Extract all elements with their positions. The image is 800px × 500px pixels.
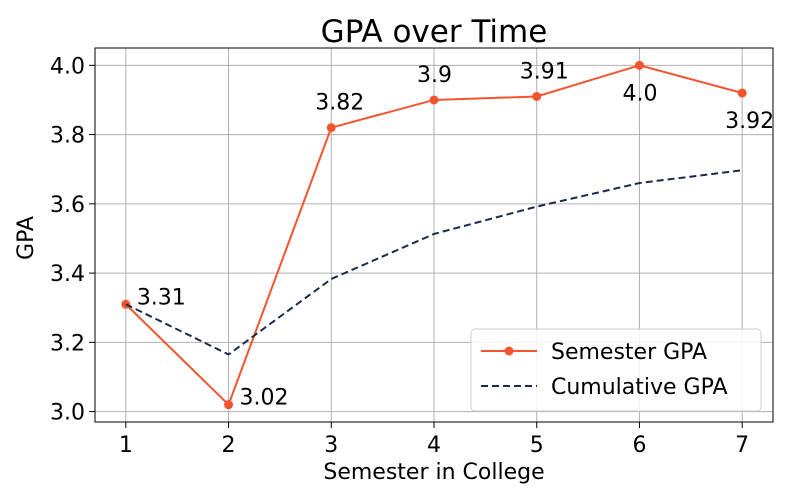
data-label: 4.0 [622, 81, 657, 106]
data-labels: 3.31 3.02 3.82 3.9 3.91 4.0 3.92 [137, 59, 774, 410]
legend-label: Semester GPA [551, 340, 707, 365]
semester-gpa-point [737, 88, 747, 98]
cumulative-gpa-line [125, 169, 743, 356]
data-label: 3.82 [315, 91, 364, 116]
y-tick-label: 3.4 [50, 262, 85, 287]
x-tick-label: 6 [632, 433, 646, 458]
legend-label: Cumulative GPA [551, 375, 728, 400]
data-label: 3.31 [137, 285, 186, 310]
plot-frame [94, 47, 774, 423]
x-tick-label: 3 [324, 433, 338, 458]
semester-gpa-point [429, 95, 439, 105]
semester-gpa-point [634, 60, 644, 70]
semester-gpa-point [326, 123, 336, 133]
axes: 1 2 3 4 5 6 7 3.0 3.2 3.4 3.6 3.8 4.0 [50, 47, 774, 458]
x-tick-label: 5 [530, 433, 544, 458]
data-label: 3.9 [417, 63, 452, 88]
y-tick-label: 3.2 [50, 331, 85, 356]
y-tick-label: 3.8 [50, 124, 85, 149]
x-tick-label: 4 [427, 433, 441, 458]
y-tick-label: 3.6 [50, 193, 85, 218]
data-label: 3.92 [725, 109, 774, 134]
grid-lines [95, 48, 773, 422]
semester-gpa-point [532, 91, 542, 101]
x-tick-label: 1 [119, 433, 133, 458]
legend: Semester GPA Cumulative GPA [470, 328, 762, 412]
legend-box [470, 328, 762, 412]
data-label: 3.91 [520, 59, 569, 84]
y-tick-label: 3.0 [50, 401, 85, 426]
semester-gpa-point [121, 299, 131, 309]
legend-marker [504, 346, 514, 356]
y-tick-label: 4.0 [50, 54, 85, 79]
semester-gpa-point [224, 400, 234, 410]
series-group [121, 60, 747, 410]
data-label: 3.02 [240, 386, 289, 411]
x-tick-label: 2 [222, 433, 236, 458]
x-tick-label: 7 [735, 433, 749, 458]
chart-title: GPA over Time [321, 14, 548, 50]
y-axis-label: GPA [14, 216, 39, 260]
x-axis-label: Semester in College [323, 460, 544, 485]
